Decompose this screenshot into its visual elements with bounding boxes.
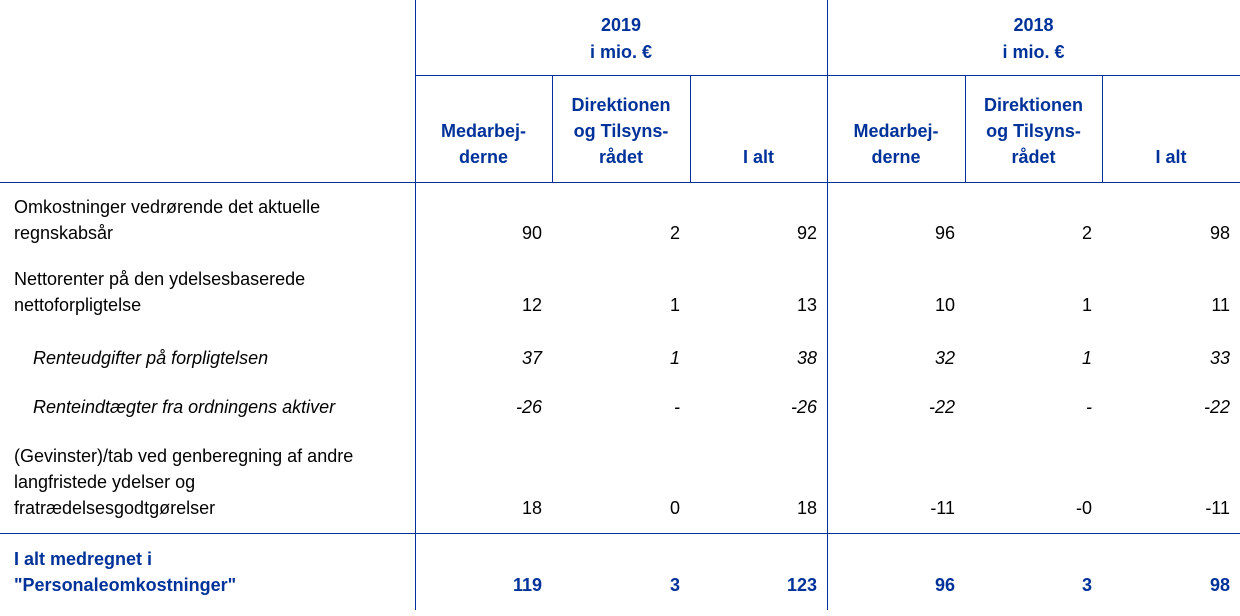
value-cell: 3 bbox=[1081, 575, 1092, 595]
value-cell: 1 bbox=[1081, 348, 1092, 368]
value-cell: 1 bbox=[669, 348, 680, 368]
value-cell: 96 bbox=[934, 223, 955, 243]
value-cell: 2 bbox=[1081, 223, 1092, 243]
rule bbox=[552, 75, 553, 182]
value-cell: 119 bbox=[512, 575, 542, 595]
value-cell: 32 bbox=[934, 348, 955, 368]
value-cell: 98 bbox=[1209, 575, 1230, 595]
value-cell: - bbox=[1086, 397, 1092, 417]
column-header: Medarbej- derne bbox=[440, 121, 527, 167]
value-cell: 1 bbox=[1081, 295, 1092, 315]
row-label: Renteudgifter på forpligtelsen bbox=[33, 348, 269, 368]
value-cell: -26 bbox=[515, 397, 542, 417]
unit-label: i mio. € bbox=[1002, 42, 1065, 62]
value-cell: 11 bbox=[1211, 295, 1230, 315]
rule bbox=[1102, 75, 1103, 182]
row-label: Renteindtægter fra ordningens aktiver bbox=[33, 397, 336, 417]
row-label: (Gevinster)/tab ved genberegning af andr… bbox=[14, 446, 354, 518]
unit-label: i mio. € bbox=[589, 42, 652, 62]
value-cell: 2 bbox=[669, 223, 680, 243]
rule bbox=[965, 75, 966, 182]
column-header: I alt bbox=[1155, 147, 1187, 167]
value-cell: -22 bbox=[1203, 397, 1230, 417]
value-cell: 38 bbox=[796, 348, 817, 368]
value-cell: 10 bbox=[934, 295, 955, 315]
column-header: Medarbej- derne bbox=[853, 121, 939, 167]
value-cell: 33 bbox=[1209, 348, 1230, 368]
column-header: Direktionen og Tilsyns- rådet bbox=[983, 95, 1084, 167]
column-header: Direktionen og Tilsyns- rådet bbox=[571, 95, 671, 167]
rule bbox=[415, 75, 1240, 76]
value-cell: 123 bbox=[786, 575, 817, 595]
value-cell: 12 bbox=[521, 295, 542, 315]
value-cell: -0 bbox=[1075, 498, 1092, 518]
value-cell: -11 bbox=[1205, 498, 1230, 518]
year-label: 2018 bbox=[1013, 15, 1054, 35]
value-cell: - bbox=[674, 397, 680, 417]
row-label: I alt medregnet i "Personaleomkostninger… bbox=[14, 549, 237, 595]
row-label: Omkostninger vedrørende det aktuelle reg… bbox=[14, 197, 321, 243]
value-cell: 0 bbox=[669, 498, 680, 518]
value-cell: 13 bbox=[796, 295, 817, 315]
value-cell: 37 bbox=[521, 348, 542, 368]
value-cell: -22 bbox=[928, 397, 955, 417]
rule bbox=[0, 533, 1240, 534]
year-label: 2019 bbox=[600, 15, 642, 35]
rule bbox=[415, 0, 416, 610]
value-cell: -26 bbox=[790, 397, 817, 417]
rule bbox=[827, 0, 828, 610]
rule bbox=[690, 75, 691, 182]
value-cell: 96 bbox=[934, 575, 955, 595]
rule bbox=[0, 182, 1240, 183]
column-header: I alt bbox=[742, 147, 774, 167]
value-cell: 1 bbox=[669, 295, 680, 315]
value-cell: 18 bbox=[796, 498, 817, 518]
value-cell: 90 bbox=[521, 223, 542, 243]
row-label: Nettorenter på den ydelsesbaserede netto… bbox=[14, 269, 306, 315]
value-cell: 18 bbox=[521, 498, 542, 518]
value-cell: 98 bbox=[1209, 223, 1230, 243]
value-cell: 92 bbox=[796, 223, 817, 243]
value-cell: -11 bbox=[930, 498, 955, 518]
value-cell: 3 bbox=[669, 575, 680, 595]
